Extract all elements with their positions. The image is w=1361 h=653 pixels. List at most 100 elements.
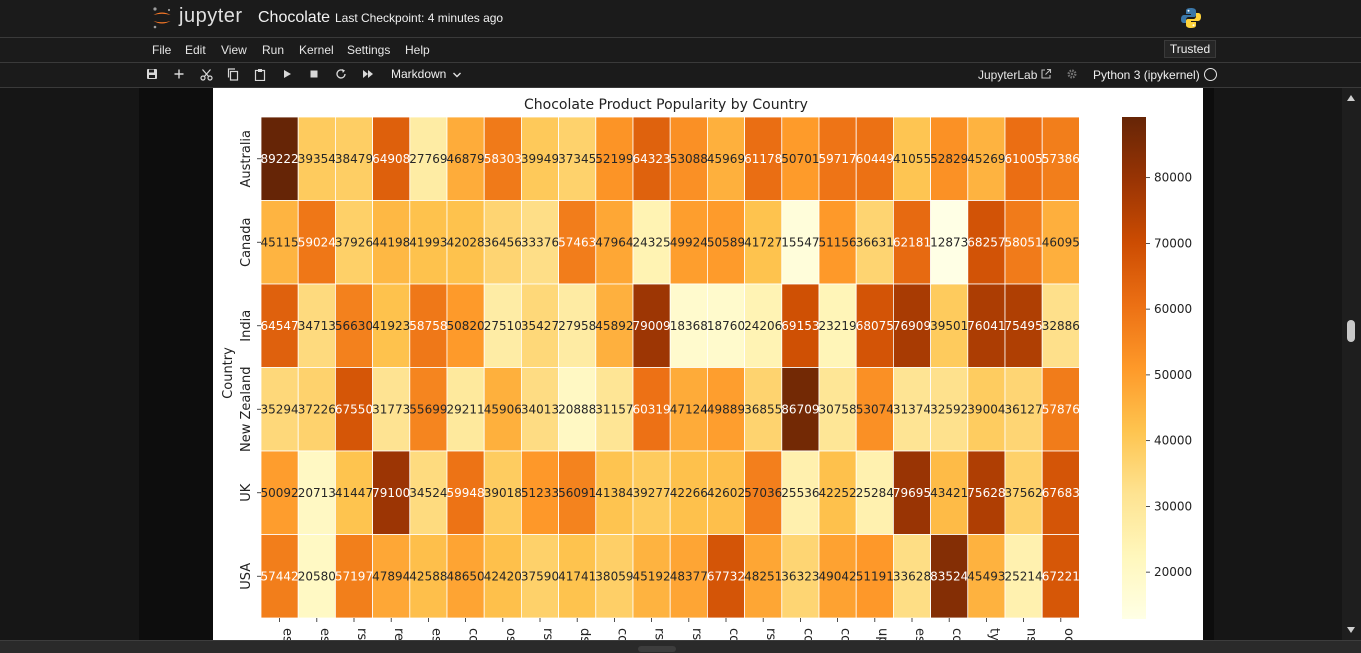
run-icon[interactable] (278, 65, 296, 83)
heatmap-cell (744, 200, 783, 285)
y-axis-label: Country (221, 347, 236, 399)
heatmap-cell (520, 367, 559, 452)
gear-icon[interactable] (1066, 68, 1078, 80)
menu-edit[interactable]: Edit (185, 43, 206, 57)
heatmap-cell (372, 450, 411, 535)
add-cell-icon[interactable] (170, 65, 188, 83)
menu-kernel[interactable]: Kernel (299, 43, 334, 57)
heatmap-cell (632, 283, 671, 368)
heatmap-cell (1041, 283, 1080, 368)
left-gutter (0, 88, 139, 652)
cell-value-label: 43421 (930, 486, 968, 500)
heatmap-cell (967, 283, 1006, 368)
cell-value-label: 29211 (447, 402, 485, 416)
heatmap-cell (372, 200, 411, 285)
heatmap-cell (297, 534, 336, 619)
heatmap-cell (930, 283, 969, 368)
cell-value-label: 64547 (261, 319, 299, 333)
heatmap-cell (744, 116, 783, 201)
heatmap-cell (781, 367, 820, 452)
heatmap-cell (1041, 116, 1080, 201)
fast-forward-icon[interactable] (359, 65, 377, 83)
cell-value-label: 25214 (1005, 569, 1043, 583)
cell-value-label: 57463 (558, 235, 596, 249)
scroll-up-icon[interactable] (1346, 93, 1356, 103)
stop-icon[interactable] (305, 65, 323, 83)
y-tick-label: USA (239, 563, 254, 590)
menu-view[interactable]: View (221, 43, 247, 57)
heatmap-cell (706, 450, 745, 535)
heatmap-cell (372, 534, 411, 619)
scroll-down-icon[interactable] (1346, 625, 1356, 635)
restart-icon[interactable] (332, 65, 350, 83)
external-link-icon[interactable] (1040, 68, 1052, 80)
heatmap-cell (483, 450, 522, 535)
menu-run[interactable]: Run (262, 43, 285, 57)
heatmap-cell (818, 367, 857, 452)
heatmap-cell (297, 200, 336, 285)
cell-value-label: 53074 (856, 402, 894, 416)
jupyter-logo-icon[interactable] (150, 6, 174, 30)
menu-file[interactable]: File (152, 43, 172, 57)
cut-icon[interactable] (197, 65, 215, 83)
resize-handle[interactable] (638, 646, 676, 652)
cell-value-label: 36855 (744, 402, 782, 416)
cell-value-label: 45892 (595, 319, 633, 333)
cell-value-label: 51191 (856, 569, 894, 583)
heatmap-cell (335, 534, 374, 619)
cell-value-label: 58051 (1005, 235, 1043, 249)
paste-icon[interactable] (251, 65, 269, 83)
heatmap-cell (520, 450, 559, 535)
cell-value-label: 36323 (781, 569, 819, 583)
cell-value-label: 20580 (298, 569, 336, 583)
x-tick-label: ds (577, 628, 592, 640)
chevron-down-icon[interactable] (451, 69, 463, 81)
scrollbar[interactable] (1342, 88, 1361, 640)
cell-value-label: 30758 (819, 402, 857, 416)
cell-value-label: 38479 (335, 152, 373, 166)
heatmap-cell (1041, 450, 1080, 535)
cell-value-label: 47894 (372, 569, 410, 583)
cell-value-label: 37562 (1005, 486, 1043, 500)
cell-value-label: 57036 (744, 486, 782, 500)
menu-help[interactable]: Help (405, 43, 430, 57)
cell-value-label: 38059 (595, 569, 633, 583)
cell-value-label: 25536 (781, 486, 819, 500)
cell-value-label: 39949 (521, 152, 559, 166)
menu-settings[interactable]: Settings (347, 43, 391, 57)
cell-value-label: 42420 (484, 569, 522, 583)
colorbar-tick-label: 20000 (1154, 565, 1192, 579)
cell-value-label: 18760 (707, 319, 745, 333)
notebook-title[interactable]: Chocolate (258, 9, 331, 26)
x-tick-label: co (614, 628, 629, 640)
jupyterlab-link[interactable]: JupyterLab (978, 68, 1038, 82)
cell-value-label: 79009 (633, 319, 671, 333)
kernel-status-icon (1204, 68, 1217, 81)
cell-value-label: 50820 (447, 319, 485, 333)
heatmap-cell (446, 450, 485, 535)
heatmap-cell (446, 367, 485, 452)
cell-type-select[interactable]: Markdown (391, 67, 447, 81)
colorbar-tick-label: 50000 (1154, 368, 1192, 382)
heatmap-cell (967, 367, 1006, 452)
cell-value-label: 67550 (335, 402, 373, 416)
scrollbar-thumb[interactable] (1347, 320, 1355, 342)
save-icon[interactable] (143, 65, 161, 83)
cell-value-label: 33628 (893, 569, 931, 583)
heatmap-cell (669, 367, 708, 452)
cell-value-label: 64323 (633, 152, 671, 166)
cell-value-label: 67732 (707, 569, 745, 583)
cell-value-label: 45269 (967, 152, 1005, 166)
trusted-badge[interactable]: Trusted (1164, 40, 1216, 58)
heatmap-cell (967, 450, 1006, 535)
cell-value-label: 27958 (558, 319, 596, 333)
x-tick-label: rs (652, 628, 667, 640)
colorbar-tick-label: 40000 (1154, 434, 1192, 448)
cell-value-label: 41727 (744, 235, 782, 249)
copy-icon[interactable] (224, 65, 242, 83)
cell-value-label: 50701 (781, 152, 819, 166)
colorbar-tick-label: 70000 (1154, 236, 1192, 250)
kernel-name[interactable]: Python 3 (ipykernel) (1093, 68, 1200, 82)
cell-value-label: 62181 (893, 235, 931, 249)
cell-value-label: 39018 (484, 486, 522, 500)
